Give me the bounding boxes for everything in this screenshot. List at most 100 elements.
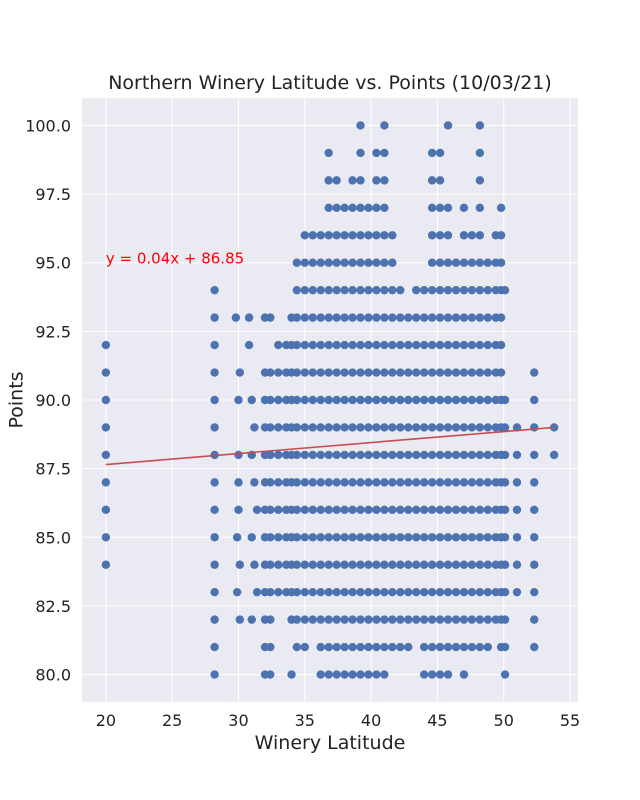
data-point <box>324 533 333 542</box>
data-point <box>380 121 389 130</box>
data-point <box>467 258 477 267</box>
data-point <box>380 450 389 460</box>
data-point <box>316 423 325 432</box>
data-point <box>274 395 283 405</box>
data-point <box>316 258 325 267</box>
data-point <box>435 285 445 295</box>
data-point <box>467 505 477 515</box>
data-point <box>300 231 310 240</box>
data-point <box>530 615 539 624</box>
data-point <box>496 313 506 322</box>
data-point <box>419 478 429 487</box>
data-point <box>340 285 349 295</box>
data-point <box>404 505 413 515</box>
chart-title: Northern Winery Latitude vs. Points (10/… <box>108 72 552 94</box>
data-point <box>274 423 283 432</box>
data-point <box>475 313 485 322</box>
data-point <box>372 176 381 185</box>
data-point <box>443 121 453 130</box>
data-point <box>475 642 485 652</box>
data-point <box>404 478 413 487</box>
data-point <box>348 423 357 432</box>
data-point <box>332 203 341 213</box>
data-point <box>404 615 413 624</box>
data-point <box>419 340 429 350</box>
data-point <box>300 340 310 350</box>
data-point <box>340 258 349 267</box>
data-point <box>388 423 397 432</box>
data-point <box>388 368 397 377</box>
data-point <box>459 533 469 542</box>
data-point <box>530 450 539 460</box>
data-point <box>340 368 349 377</box>
data-point <box>380 560 389 569</box>
data-point <box>300 395 310 405</box>
data-point <box>292 478 302 487</box>
data-point <box>435 587 445 597</box>
data-point <box>427 395 437 405</box>
data-point <box>324 340 333 350</box>
data-point <box>364 587 373 597</box>
data-point <box>412 395 421 405</box>
data-point <box>475 423 485 432</box>
data-point <box>427 340 437 350</box>
data-point <box>340 340 349 350</box>
data-point <box>388 533 397 542</box>
data-point <box>404 587 413 597</box>
data-point <box>404 533 413 542</box>
data-point <box>300 615 310 624</box>
data-point <box>308 285 317 295</box>
data-point <box>467 231 477 240</box>
data-point <box>483 533 493 542</box>
data-point <box>451 478 461 487</box>
y-tick-label: 87.5 <box>35 460 71 479</box>
data-point <box>435 505 445 515</box>
data-point <box>435 642 445 652</box>
data-point <box>530 423 539 432</box>
data-point <box>348 670 357 679</box>
data-point <box>348 505 357 515</box>
data-point <box>475 368 485 377</box>
data-point <box>324 560 333 569</box>
data-point <box>332 176 341 185</box>
data-point <box>348 450 357 460</box>
data-point <box>500 395 510 405</box>
data-point <box>308 450 317 460</box>
data-point <box>316 533 325 542</box>
data-point <box>364 395 373 405</box>
data-point <box>101 423 111 432</box>
data-point <box>340 203 349 213</box>
data-point <box>210 340 219 350</box>
data-point <box>356 450 365 460</box>
data-point <box>340 313 349 322</box>
data-point <box>292 587 302 597</box>
data-point <box>475 505 485 515</box>
data-point <box>324 450 333 460</box>
data-point <box>348 395 357 405</box>
data-point <box>101 395 111 405</box>
data-point <box>496 231 506 240</box>
data-point <box>512 478 522 487</box>
data-point <box>500 560 510 569</box>
data-point <box>451 423 461 432</box>
data-point <box>332 670 341 679</box>
x-tick-label: 55 <box>560 711 580 730</box>
data-point <box>443 285 453 295</box>
data-point <box>372 642 381 652</box>
data-point <box>380 505 389 515</box>
data-point <box>500 615 510 624</box>
regression-line <box>105 426 555 466</box>
data-point <box>451 560 461 569</box>
y-tick-label: 82.5 <box>35 597 71 616</box>
data-point <box>500 587 510 597</box>
data-point <box>412 340 421 350</box>
data-point <box>396 450 405 460</box>
x-tick-label: 20 <box>96 711 116 730</box>
data-point <box>435 176 445 185</box>
data-point <box>274 505 283 515</box>
data-point <box>292 258 302 267</box>
data-point <box>530 533 539 542</box>
data-point <box>475 340 485 350</box>
data-point <box>250 560 259 569</box>
